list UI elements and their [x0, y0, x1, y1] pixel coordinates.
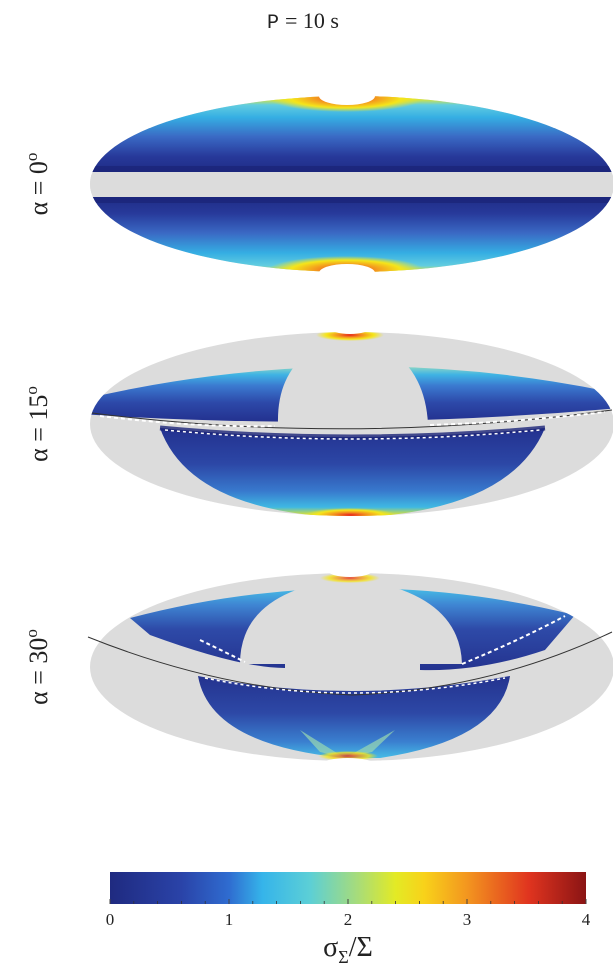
- svg-text:α = 15o: α = 15o: [22, 386, 53, 462]
- panel-0-equatorial-gap: [90, 172, 613, 197]
- colorbar-tick-label: 3: [463, 910, 472, 929]
- panel-alpha-30: [87, 565, 613, 770]
- svg-text:P= 10 s: P = 10 s: [267, 8, 339, 35]
- panel-15-equator-line: [91, 409, 613, 430]
- panel-15-lower-lobe: [160, 428, 545, 516]
- row-label-0-sup: o: [22, 153, 41, 162]
- title-period-symbol: P: [267, 12, 279, 35]
- panel-30-central-dome: [240, 578, 462, 664]
- row-label-0-eq: =: [24, 174, 53, 202]
- colorbar-tick-label: 2: [344, 910, 353, 929]
- panel-0-south-notch: [319, 264, 375, 282]
- colorbar-label-tail: /Σ: [349, 932, 373, 963]
- row-label-2-alpha: α: [24, 691, 53, 705]
- colorbar-tick-label: 1: [225, 910, 234, 929]
- panel-15-north-notch: [330, 322, 370, 334]
- panel-alpha-0: [90, 87, 613, 282]
- colorbar-label: σΣ/Σ: [323, 932, 373, 967]
- row-label-0: α = 0o: [22, 153, 53, 216]
- row-label-0-value: 0: [24, 161, 53, 174]
- row-label-1-sup: o: [22, 386, 41, 395]
- panel-alpha-15: [90, 322, 613, 516]
- row-label-1-eq: =: [24, 421, 53, 449]
- row-label-2-value: 30: [24, 638, 53, 664]
- row-label-1-value: 15: [24, 395, 53, 421]
- colorbar-tick-labels: 0 1 2 3 4: [106, 899, 591, 929]
- colorbar-tick-label: 0: [106, 910, 115, 929]
- panel-30-north-notch: [328, 565, 372, 577]
- title-period-value: = 10 s: [285, 8, 339, 33]
- colorbar-label-sub: Σ: [338, 947, 348, 967]
- row-label-1-alpha: α: [24, 448, 53, 462]
- row-label-1: α = 15o: [22, 386, 53, 462]
- figure-title: P = 10 s: [267, 8, 339, 35]
- svg-text:α = 0o: α = 0o: [22, 153, 53, 216]
- colorbar-label-sigma: σ: [323, 932, 338, 963]
- panel-15-central-dome: [277, 334, 428, 424]
- panel-0-north-notch: [319, 87, 375, 105]
- svg-text:α = 30o: α = 30o: [22, 629, 53, 705]
- colorbar: 0 1 2 3 4 σΣ/Σ: [106, 872, 591, 967]
- panel-30-lower-lobe: [198, 676, 510, 758]
- row-label-2-eq: =: [24, 664, 53, 692]
- panel-30-equator-line: [87, 631, 613, 696]
- colorbar-gradient: [110, 872, 586, 904]
- colorbar-minor-ticks: [133, 901, 563, 904]
- colorbar-tick-label: 4: [582, 910, 591, 929]
- row-label-2: α = 30o: [22, 629, 53, 705]
- row-label-0-alpha: α: [24, 201, 53, 215]
- row-label-2-sup: o: [22, 629, 41, 638]
- panel-30-south-notch: [322, 758, 374, 770]
